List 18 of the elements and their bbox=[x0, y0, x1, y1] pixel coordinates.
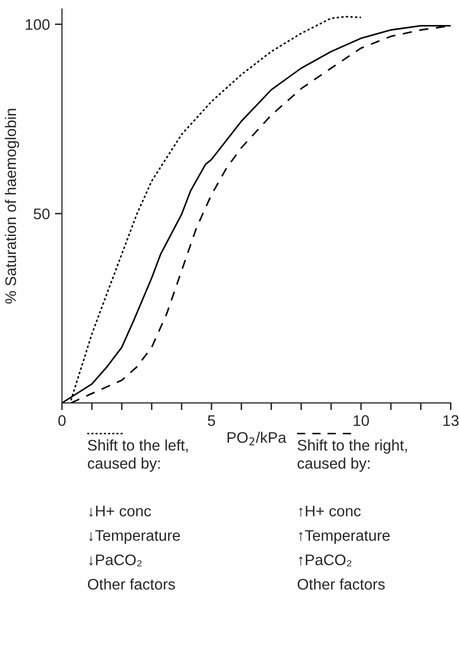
x-tick-label: 0 bbox=[58, 415, 66, 426]
y-tick-label: 50 bbox=[34, 208, 50, 220]
text: ↑Temperature bbox=[299, 530, 390, 544]
text: Other factors bbox=[298, 578, 385, 590]
y-axis-title: % Saturation of haemoglobin bbox=[4, 108, 20, 304]
x-tick-label: 13 bbox=[443, 415, 459, 426]
text: Other factors bbox=[88, 578, 175, 590]
x-axis-title: PO$_{2}$/kPa bbox=[228, 432, 286, 446]
x-tick-label: 5 bbox=[208, 415, 216, 426]
x-tick-label: 10 bbox=[354, 415, 369, 426]
legend-label: Shift to the right, caused by: bbox=[298, 439, 407, 472]
text: ↑PaCO₂ bbox=[299, 554, 352, 566]
text: ↓H+ conc bbox=[89, 506, 151, 517]
y-tick-label: 100 bbox=[26, 19, 50, 30]
text: ↓PaCO₂ bbox=[89, 554, 142, 566]
text: ↓Temperature bbox=[89, 530, 180, 544]
text: ↑H+ conc bbox=[299, 506, 361, 517]
legend-label: Shift to the left, caused by: bbox=[88, 439, 188, 472]
